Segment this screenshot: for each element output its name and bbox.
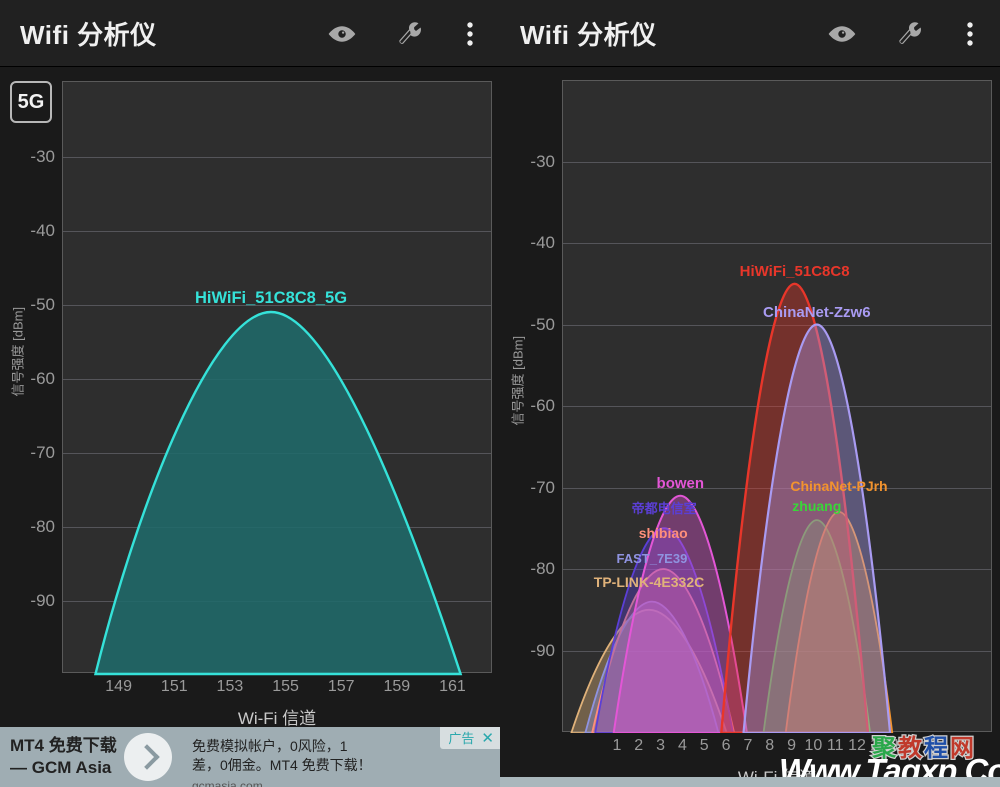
svg-text:shibiao: shibiao <box>639 525 688 541</box>
svg-text:HiWiFi_51C8C8: HiWiFi_51C8C8 <box>740 263 850 280</box>
svg-text:帝都电信室: 帝都电信室 <box>632 501 697 516</box>
svg-text:zhuang: zhuang <box>792 498 841 514</box>
svg-text:HiWiFi_51C8C8_5G: HiWiFi_51C8C8_5G <box>195 289 347 307</box>
svg-text:ChinaNet-PJrh: ChinaNet-PJrh <box>790 478 887 494</box>
svg-text:FAST_7E39: FAST_7E39 <box>616 551 687 566</box>
svg-text:ChinaNet-Zzw6: ChinaNet-Zzw6 <box>763 304 871 321</box>
svg-text:TP-LINK-4E332C: TP-LINK-4E332C <box>594 574 704 590</box>
svg-text:bowen: bowen <box>657 475 705 492</box>
